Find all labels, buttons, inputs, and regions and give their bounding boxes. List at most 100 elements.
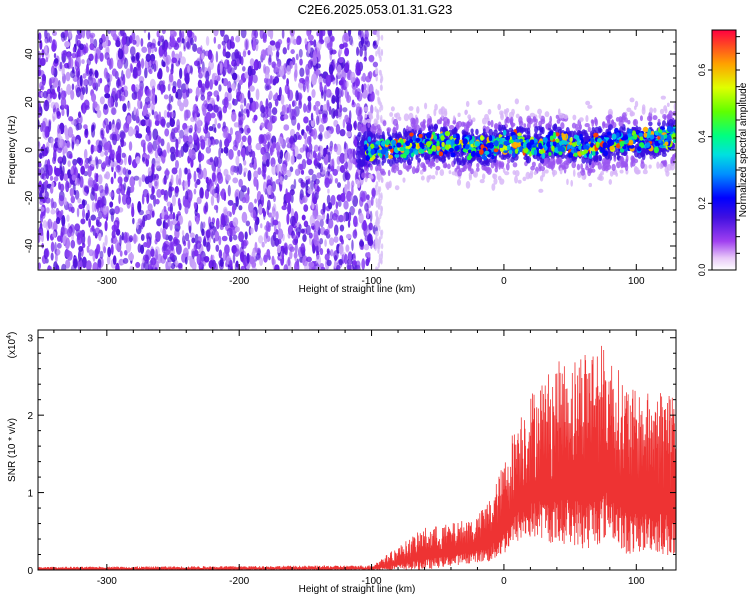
heatmap-signal-mark [539, 166, 546, 172]
heatmap-noise-mark [92, 124, 95, 131]
heatmap-signal-mark [504, 171, 510, 176]
heatmap-noise-fringe-mark [375, 235, 378, 242]
heatmap-noise-mark [220, 30, 225, 38]
heatmap-noise-mark [263, 64, 266, 74]
heatmap-noise-mark [172, 80, 177, 90]
heatmap-noise-mark [38, 233, 41, 244]
heatmap-noise-mark [297, 163, 303, 170]
heatmap-noise-mark [81, 199, 88, 206]
heatmap-noise-mark [61, 155, 67, 165]
heatmap-signal-mark [457, 169, 462, 177]
heatmap-noise-mark [322, 30, 326, 37]
heatmap-noise-mark [52, 231, 57, 238]
heatmap-noise-mark [107, 30, 111, 35]
heatmap-signal-mark [615, 172, 618, 177]
heatmap-signal-mark [390, 106, 395, 112]
heatmap-noise-mark [316, 115, 320, 126]
heatmap-noise-fringe-mark [380, 243, 384, 250]
heatmap-noise-mark [52, 220, 58, 232]
heatmap-noise-mark [338, 156, 343, 162]
heatmap-noise-fringe-mark [378, 192, 381, 199]
heatmap-noise-mark [153, 177, 159, 190]
heatmap-noise-mark [255, 142, 262, 151]
heatmap-signal-mark [433, 108, 437, 117]
heatmap-noise-mark [114, 205, 120, 215]
heatmap-noise-mark [370, 104, 374, 115]
heatmap-noise-mark [235, 155, 240, 166]
heatmap-noise-mark [132, 128, 137, 135]
heatmap-noise-mark [130, 184, 135, 193]
heatmap-noise-mark [57, 80, 61, 89]
heatmap-noise-mark [259, 30, 264, 40]
heatmap-signal-mark [588, 182, 593, 188]
heatmap-noise-mark [187, 134, 193, 145]
heatmap-noise-mark [174, 159, 179, 169]
heatmap-noise-mark [172, 211, 176, 222]
heatmap-noise-mark [55, 207, 60, 216]
heatmap-signal-mark [594, 155, 599, 161]
heatmap-noise-mark [77, 259, 83, 270]
heatmap-noise-mark [76, 157, 82, 164]
heatmap-noise-mark [235, 35, 241, 43]
heatmap-noise-mark [126, 197, 131, 209]
heatmap-noise-mark [351, 239, 354, 251]
heatmap-noise-mark [164, 169, 170, 176]
heatmap-noise-mark [281, 30, 285, 39]
heatmap-noise-mark [155, 231, 161, 243]
heatmap-noise-mark [282, 247, 286, 255]
heatmap-noise-mark [71, 174, 76, 181]
heatmap-noise-mark [166, 122, 171, 129]
heatmap-signal-mark [538, 188, 544, 193]
heatmap-noise-mark [260, 111, 266, 118]
heatmap-signal-mark [625, 154, 629, 163]
heatmap-noise-mark [194, 208, 198, 217]
heatmap-noise-mark [194, 113, 198, 122]
heatmap-noise-mark [251, 100, 257, 113]
heatmap-noise-mark [270, 185, 274, 196]
heatmap-noise-mark [329, 145, 333, 152]
heatmap-signal-mark [659, 162, 664, 170]
heatmap-noise-mark [116, 153, 122, 164]
heatmap-signal-mark [512, 170, 516, 175]
heatmap-signal-core-mark [431, 144, 437, 151]
heatmap-noise-mark [41, 183, 45, 194]
heatmap-noise-mark [326, 259, 332, 267]
heatmap-noise-mark [173, 31, 177, 37]
heatmap-noise-mark [83, 148, 88, 160]
heatmap-noise-mark [64, 124, 68, 136]
heatmap-noise-mark [339, 224, 345, 232]
heatmap-signal-mark [580, 163, 584, 170]
heatmap-noise-mark [75, 34, 79, 47]
heatmap-noise-mark [64, 30, 69, 38]
heatmap-noise-mark [104, 52, 110, 60]
heatmap-noise-mark [103, 173, 108, 179]
heatmap-noise-mark [67, 250, 73, 261]
heatmap-noise-mark [249, 227, 254, 235]
heatmap-noise-mark [205, 176, 209, 184]
heatmap-signal-mark [664, 166, 669, 173]
heatmap-noise-mark [147, 141, 153, 154]
heatmap-noise-mark [319, 145, 324, 158]
heatmap-noise-mark [200, 139, 206, 150]
heatmap-noise-mark [324, 253, 330, 261]
heatmap-marks [38, 30, 676, 270]
heatmap-noise-mark [244, 71, 249, 79]
heatmap-signal-mark [493, 177, 498, 185]
heatmap-noise-mark [254, 198, 257, 204]
heatmap-signal-mark [452, 120, 456, 125]
heatmap-noise-mark [353, 215, 358, 228]
heatmap-noise-mark [176, 78, 182, 89]
heatmap-noise-mark [53, 176, 59, 182]
heatmap-noise-mark [363, 83, 367, 90]
heatmap-noise-mark [240, 147, 247, 158]
heatmap-signal-mark [509, 117, 513, 125]
heatmap-signal-mark [598, 173, 602, 181]
heatmap-noise-mark [277, 244, 281, 254]
heatmap-signal-mark [608, 179, 613, 185]
heatmap-noise-mark [257, 249, 261, 259]
heatmap-noise-mark [271, 210, 276, 218]
heatmap-noise-mark [104, 183, 109, 194]
heatmap-noise-mark [333, 236, 339, 243]
heatmap-noise-mark [218, 235, 222, 246]
heatmap-noise-mark [40, 85, 45, 91]
